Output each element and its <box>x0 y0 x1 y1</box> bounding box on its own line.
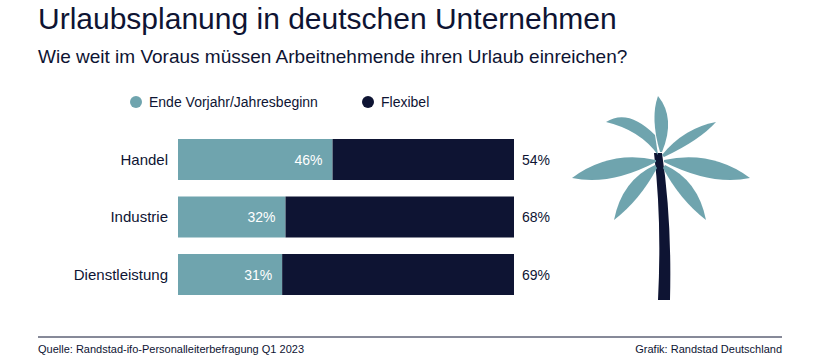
palm-leaf <box>654 96 668 152</box>
bar <box>286 197 514 238</box>
legend-label: Ende Vorjahr/Jahresbeginn <box>149 94 318 110</box>
labels: Handel Industrie Dienstleistung 46% 54% 32% 68… <box>74 151 550 283</box>
bar <box>178 254 282 295</box>
footer-rule <box>38 337 782 338</box>
annotation: Quelle: Randstad-ifo-Personalleiterbefra… <box>38 343 304 355</box>
category-label: Dienstleistung <box>74 266 168 283</box>
category-label: Handel <box>120 151 168 168</box>
data-label: 31% <box>244 267 272 283</box>
title: Urlaubsplanung in deutschen Unternehmen <box>38 2 617 35</box>
legend-swatch <box>362 96 374 108</box>
category-label: Industrie <box>110 208 168 225</box>
data-label: 68% <box>522 209 550 225</box>
palm-leaf <box>614 165 657 220</box>
data-label: 46% <box>295 152 323 168</box>
subtitle: Wie weit im Voraus müssen Arbeitnehmende… <box>38 46 627 67</box>
palm-icon <box>572 96 750 300</box>
data-label: 69% <box>522 267 550 283</box>
legend-swatch <box>130 96 142 108</box>
bars <box>178 139 514 295</box>
chart: Urlaubsplanung in deutschen Unternehmen W… <box>0 0 820 360</box>
bar <box>333 139 514 180</box>
palm-leaf <box>662 122 716 157</box>
legend-label: Flexibel <box>381 94 429 110</box>
bar <box>178 197 286 238</box>
annotation: Grafik: Randstad Deutschland <box>635 343 782 355</box>
data-label: 54% <box>522 152 550 168</box>
data-label: 32% <box>247 209 275 225</box>
palm-leaf <box>606 117 658 155</box>
palm-leaf <box>663 165 706 220</box>
bar <box>178 139 333 180</box>
bar <box>282 254 514 295</box>
